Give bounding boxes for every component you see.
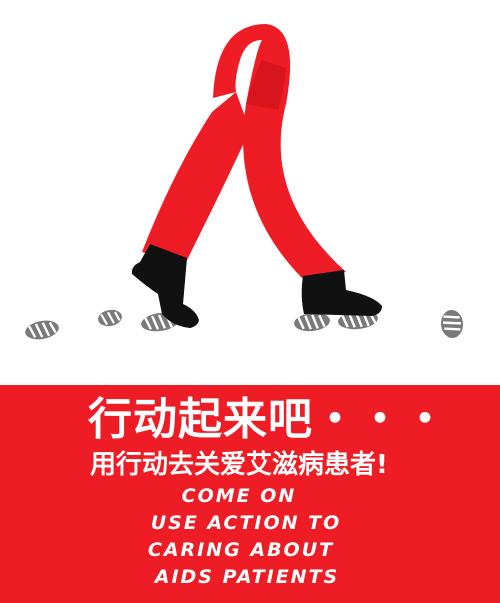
slogan-banner: 行动起来吧・・・ 用行动去关爱艾滋病患者! COME ON USE ACTION…	[0, 385, 500, 603]
footprint-icon	[98, 309, 122, 327]
footprint-icon	[25, 320, 59, 340]
walking-ribbon-illustration	[25, 24, 464, 340]
english-line: COME ON	[181, 485, 297, 507]
english-line: AIDS PATIENTS	[154, 566, 340, 588]
footprint-icon	[440, 310, 464, 338]
english-line: CARING ABOUT	[147, 539, 335, 561]
shoe-icon	[131, 244, 199, 328]
footprints	[25, 309, 464, 340]
chinese-subline: 用行动去关爱艾滋病患者!	[90, 450, 388, 480]
chinese-headline: 行动起来吧・・・	[88, 394, 448, 445]
shoe-icon	[301, 270, 382, 316]
english-line: USE ACTION TO	[150, 512, 342, 534]
footprint-icon	[294, 312, 330, 332]
red-ribbon-icon	[142, 24, 346, 278]
english-slogan: COME ON USE ACTION TO CARING ABOUT AIDS …	[0, 483, 500, 591]
